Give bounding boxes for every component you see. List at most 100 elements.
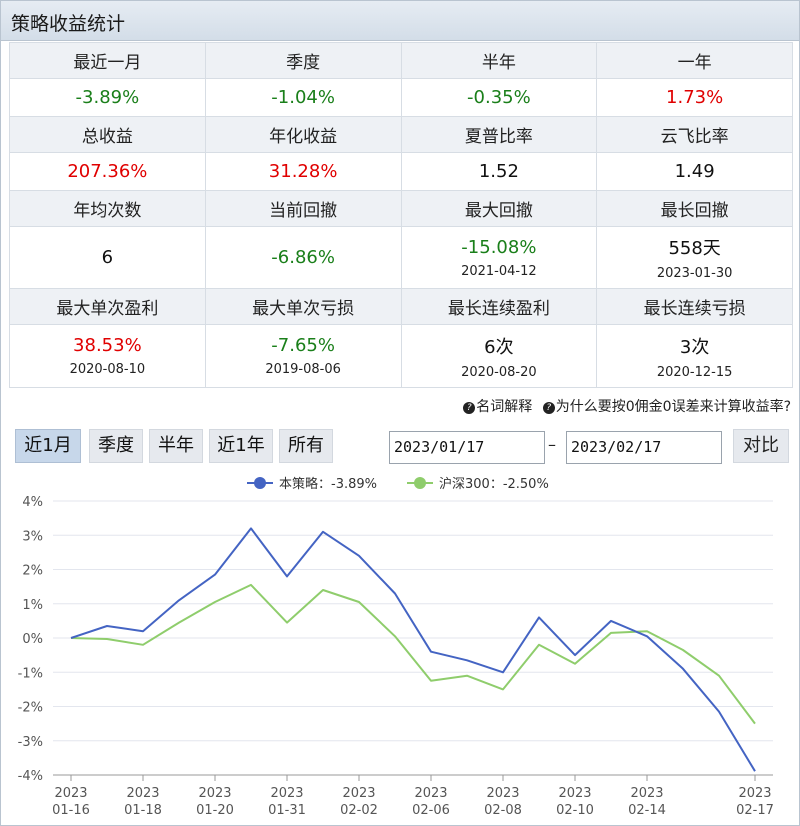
stats-header-row: 总收益 年化收益 夏普比率 云飞比率 — [9, 116, 793, 153]
stat-value: -6.86% — [204, 226, 402, 289]
y-tick-label: -4% — [18, 769, 43, 784]
stat-label: 夏普比率 — [400, 116, 598, 153]
chart-toolbar: 近1月 季度 半年 近1年 所有 2023/01/17 – 2023/02/17… — [11, 427, 791, 467]
y-tick-label: 4% — [22, 495, 43, 510]
stats-value-row: 6 -6.86% -15.08% 2021-04-12 558天 2023-01-3… — [9, 226, 793, 289]
x-tick-date-label: 01-18 — [124, 803, 162, 818]
stat-value: 38.53% 2020-08-10 — [9, 324, 206, 388]
stat-value: 1.52 — [400, 152, 598, 191]
stat-value: 3次 2020-12-15 — [596, 324, 793, 388]
stat-date: 2023-01-30 — [656, 266, 733, 281]
stat-label: 最长连续盈利 — [400, 288, 598, 325]
compare-button[interactable]: 对比 — [733, 429, 789, 463]
stat-value: 31.28% — [204, 152, 402, 191]
x-tick-year-label: 2023 — [126, 786, 159, 801]
x-tick-year-label: 2023 — [342, 786, 375, 801]
stat-date: 2021-04-12 — [461, 263, 537, 279]
x-tick-date-label: 02-17 — [736, 803, 774, 818]
x-tick-year-label: 2023 — [54, 786, 87, 801]
legend-label: 沪深300：-2.50% — [439, 476, 549, 492]
period-all-button[interactable]: 所有 — [279, 429, 333, 463]
stats-header-row: 最大单次盈利 最大单次亏损 最长连续盈利 最长连续亏损 — [9, 288, 793, 325]
stats-value-row: 38.53% 2020-08-10 -7.65% 2019-08-06 6次 2020… — [9, 324, 793, 388]
stat-label: 最长回撤 — [596, 190, 793, 227]
x-tick-date-label: 02-02 — [340, 803, 378, 818]
stat-label: 季度 — [204, 42, 402, 79]
x-tick-year-label: 2023 — [414, 786, 447, 801]
y-tick-label: -3% — [18, 735, 43, 750]
x-tick-year-label: 2023 — [738, 786, 771, 801]
y-tick-label: -2% — [18, 701, 43, 716]
stat-label: 最大单次亏损 — [204, 288, 402, 325]
x-tick-date-label: 01-20 — [196, 803, 234, 818]
x-tick-year-label: 2023 — [270, 786, 303, 801]
stat-date: 2020-12-15 — [656, 364, 733, 380]
stat-value: 6 — [9, 226, 206, 289]
stat-label: 当前回撤 — [204, 190, 402, 227]
stat-date: 2020-08-20 — [461, 364, 537, 380]
stat-value: 207.36% — [9, 152, 206, 191]
stat-value: 1.73% — [596, 78, 793, 117]
panel-header: 策略收益统计 — [1, 1, 799, 41]
stat-label: 年化收益 — [204, 116, 402, 153]
question-icon: ? — [542, 402, 555, 414]
panel-title: 策略收益统计 — [11, 13, 126, 35]
x-tick-date-label: 02-14 — [628, 803, 666, 818]
stats-header-row: 最近一月 季度 半年 一年 — [9, 42, 793, 79]
stat-label: 云飞比率 — [596, 116, 793, 153]
date-range-separator: – — [548, 435, 556, 454]
x-tick-date-label: 02-10 — [556, 803, 594, 818]
period-half-year-button[interactable]: 半年 — [149, 429, 203, 463]
x-tick-date-label: 01-16 — [52, 803, 90, 818]
stats-table: 最近一月 季度 半年 一年 -3.89% -1.04% -0.35% 1.73%… — [9, 42, 793, 388]
x-tick-date-label: 01-31 — [268, 803, 306, 818]
stat-value: -1.04% — [204, 78, 402, 117]
stat-value: -7.65% 2019-08-06 — [204, 324, 402, 388]
stat-label: 半年 — [400, 42, 598, 79]
stat-date: 2019-08-06 — [265, 362, 341, 377]
legend-label: 本策略：-3.89% — [279, 476, 377, 492]
end-date-input[interactable]: 2023/02/17 — [566, 431, 722, 464]
stat-value: -15.08% 2021-04-12 — [400, 226, 598, 289]
period-1y-button[interactable]: 近1年 — [209, 429, 273, 463]
why-zero-commission-link[interactable]: ? 为什么要按0佣金0误差来计算收益率? — [542, 399, 791, 415]
period-quarter-button[interactable]: 季度 — [89, 429, 143, 463]
stat-value: 1.49 — [596, 152, 793, 191]
x-tick-year-label: 2023 — [558, 786, 591, 801]
stats-value-row: 207.36% 31.28% 1.52 1.49 — [9, 152, 793, 191]
glossary-link[interactable]: ? 名词解释 — [463, 399, 532, 415]
stat-value: -3.89% — [9, 78, 206, 117]
stat-value: 558天 2023-01-30 — [596, 226, 793, 289]
x-tick-year-label: 2023 — [486, 786, 519, 801]
help-links: ? 名词解释 ? 为什么要按0佣金0误差来计算收益率? — [9, 393, 793, 421]
stat-label: 最大回撤 — [400, 190, 598, 227]
legend-marker — [414, 477, 426, 489]
legend-marker — [254, 477, 266, 489]
x-tick-date-label: 02-06 — [412, 803, 450, 818]
stats-header-row: 年均次数 当前回撤 最大回撤 最长回撤 — [9, 190, 793, 227]
period-1m-button[interactable]: 近1月 — [15, 429, 81, 463]
x-tick-year-label: 2023 — [630, 786, 663, 801]
stat-label: 最长连续亏损 — [596, 288, 793, 325]
stat-label: 最大单次盈利 — [9, 288, 206, 325]
returns-line-chart: 4% 3% 2% 1% 0% -1% -2% -3% -4% 2023 01-16 2023 01-18… — [18, 476, 774, 818]
stat-label: 总收益 — [9, 116, 206, 153]
y-tick-label: 0% — [22, 632, 43, 647]
stat-label: 年均次数 — [9, 190, 206, 227]
x-tick-year-label: 2023 — [198, 786, 231, 801]
stat-label: 最近一月 — [9, 42, 206, 79]
y-tick-label: 1% — [22, 598, 43, 613]
stats-value-row: -3.89% -1.04% -0.35% 1.73% — [9, 78, 793, 117]
stat-value: 6次 2020-08-20 — [400, 324, 598, 388]
strategy-series-line — [70, 527, 756, 772]
question-icon: ? — [463, 402, 476, 414]
y-tick-label: -1% — [18, 666, 43, 681]
benchmark-series-line — [70, 583, 756, 725]
start-date-input[interactable]: 2023/01/17 — [389, 431, 545, 464]
x-tick-date-label: 02-08 — [484, 803, 522, 818]
stat-value: -0.35% — [400, 78, 598, 117]
y-tick-label: 2% — [22, 564, 43, 579]
stat-date: 2020-08-10 — [69, 362, 146, 377]
stat-label: 一年 — [596, 42, 793, 79]
